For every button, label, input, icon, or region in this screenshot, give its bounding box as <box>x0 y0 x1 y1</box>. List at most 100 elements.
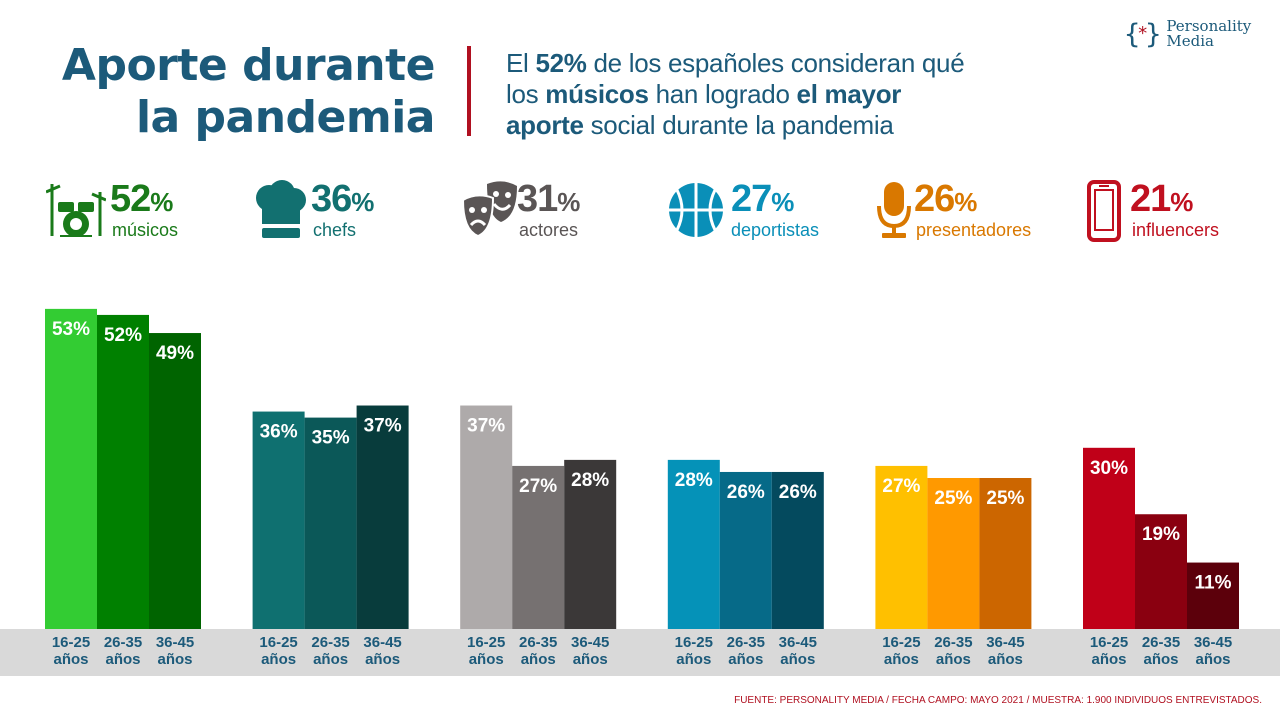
chef-hat-icon <box>256 180 306 238</box>
bar-value-label: 26% <box>779 482 817 503</box>
stat-value: 52% <box>110 178 173 223</box>
title-divider <box>467 46 471 136</box>
x-tick-label: 26-35 <box>104 634 142 651</box>
bar-value-label: 52% <box>104 325 142 346</box>
bar-value-label: 25% <box>986 488 1024 509</box>
x-tick-label: 16-25 <box>882 634 920 651</box>
subtitle-bold: 52% <box>535 48 587 78</box>
stat-number: 31 <box>517 178 558 220</box>
stat-number: 27 <box>731 178 772 220</box>
stat-percent-sign: % <box>351 187 374 217</box>
bar-value-label: 19% <box>1142 524 1180 545</box>
bar-influencers-0 <box>1083 447 1135 629</box>
x-axis-band <box>0 629 1280 676</box>
bar-influencers-2 <box>1187 562 1239 629</box>
subtitle: El 52% de los españoles consideran qué l… <box>506 48 1026 141</box>
stat-label: deportistas <box>731 220 820 240</box>
x-tick-label: años <box>728 651 763 668</box>
stat-value: 36% <box>311 178 374 223</box>
bar-value-label: 35% <box>312 428 350 449</box>
stat-number: 52 <box>110 178 151 220</box>
stat-number: 26 <box>914 178 955 220</box>
x-tick-label: años <box>884 651 919 668</box>
bar-presentadores-0 <box>875 465 928 629</box>
bar-influencers-1 <box>1135 514 1187 629</box>
stat-value: 26% <box>914 178 977 223</box>
x-tick-label: años <box>573 651 608 668</box>
x-tick-label: años <box>936 651 971 668</box>
x-tick-label: años <box>988 651 1023 668</box>
x-tick-label: 26-35 <box>519 634 557 651</box>
smartphone-icon <box>1087 180 1121 242</box>
bar-value-label: 37% <box>467 416 505 437</box>
bar-deportistas-1 <box>719 471 772 629</box>
bar-value-label: 25% <box>934 488 972 509</box>
subtitle-text: social durante la pandemia <box>583 110 894 140</box>
bar-value-label: 36% <box>260 422 298 443</box>
bar-chefs-2 <box>356 405 409 629</box>
x-tick-label: 26-35 <box>311 634 349 651</box>
bar-value-label: 30% <box>1090 458 1128 479</box>
bar-músicos-0 <box>45 308 97 629</box>
stat-label: presentadores <box>916 220 1032 240</box>
microphone-icon <box>877 182 911 238</box>
bar-presentadores-2 <box>979 478 1032 629</box>
x-tick-label: años <box>1195 651 1230 668</box>
bar-actores-1 <box>512 465 565 629</box>
x-tick-label: 16-25 <box>1090 634 1128 651</box>
subtitle-bold: músicos <box>545 79 649 109</box>
logo-line-2: Media <box>1166 32 1214 50</box>
x-tick-label: 36-45 <box>363 634 401 651</box>
x-tick-label: años <box>469 651 504 668</box>
x-tick-label: 36-45 <box>779 634 817 651</box>
stat-percent-sign: % <box>1170 187 1193 217</box>
stat-value: 31% <box>517 178 580 223</box>
x-tick-label: 16-25 <box>675 634 713 651</box>
bar-value-label: 28% <box>571 470 609 491</box>
bar-músicos-2 <box>149 333 201 629</box>
stat-percent-sign: % <box>771 187 794 217</box>
stat-percent-sign: % <box>557 187 580 217</box>
x-tick-label: 26-35 <box>727 634 765 651</box>
subtitle-text: han logrado <box>648 79 797 109</box>
x-tick-label: 26-35 <box>934 634 972 651</box>
logo-brace-close: } <box>1145 18 1161 50</box>
bar-value-label: 28% <box>675 470 713 491</box>
source-label: FUENTE: PERSONALITY MEDIA <box>734 695 884 706</box>
stat-number: 21 <box>1130 178 1171 220</box>
bar-value-label: 27% <box>882 476 920 497</box>
stat-value: 27% <box>731 178 794 223</box>
subtitle-text: los <box>506 79 546 109</box>
x-tick-label: años <box>1143 651 1178 668</box>
logo-brace-open: { <box>1124 18 1140 50</box>
bar-chefs-1 <box>304 417 357 629</box>
x-tick-label: 36-45 <box>571 634 609 651</box>
stat-label: chefs <box>313 220 357 240</box>
x-tick-label: 26-35 <box>1142 634 1180 651</box>
bar-chefs-0 <box>252 411 305 629</box>
stat-percent-sign: % <box>150 187 173 217</box>
logo-line-1: Personality <box>1166 17 1252 35</box>
brand-logo: {*} Personality Media <box>1124 16 1251 52</box>
bar-deportistas-2 <box>771 471 824 629</box>
x-tick-label: años <box>365 651 400 668</box>
stat-label: actores <box>519 220 579 240</box>
subtitle-text: de los españoles consideran qué <box>586 48 965 78</box>
logo-star: * <box>1137 22 1148 44</box>
x-tick-label: años <box>105 651 140 668</box>
x-tick-label: 16-25 <box>467 634 505 651</box>
x-tick-label: años <box>313 651 348 668</box>
x-tick-label: 36-45 <box>1194 634 1232 651</box>
x-tick-label: años <box>53 651 88 668</box>
title-line-1: Aporte durante <box>61 40 436 91</box>
stat-number: 36 <box>311 178 352 220</box>
drum-kit-icon <box>46 184 106 237</box>
x-tick-label: 36-45 <box>986 634 1024 651</box>
bar-value-label: 26% <box>727 482 765 503</box>
bar-value-label: 11% <box>1195 573 1232 594</box>
subtitle-bold: el mayor <box>796 79 902 109</box>
logo-mark: {*} <box>1124 18 1161 50</box>
x-tick-label: 16-25 <box>259 634 297 651</box>
page-title: Aporte durante la pandemia <box>40 40 436 144</box>
